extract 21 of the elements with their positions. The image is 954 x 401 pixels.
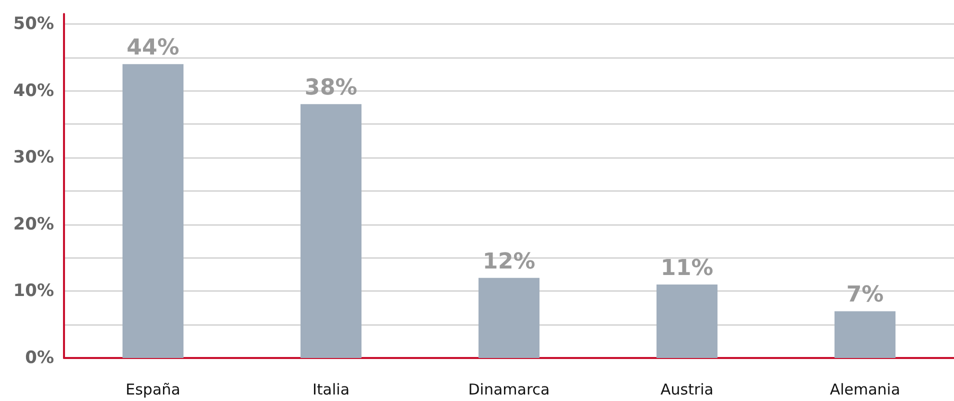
- data-label: 38%: [304, 76, 358, 101]
- data-label: 7%: [846, 282, 884, 308]
- x-tick-label: España: [126, 380, 180, 398]
- bar: [300, 104, 362, 358]
- bar: [478, 278, 540, 358]
- x-tick-label: Austria: [660, 380, 714, 398]
- data-label: 11%: [660, 256, 714, 282]
- y-tick-label: 0%: [25, 348, 54, 368]
- bar: [656, 284, 718, 358]
- data-label: 44%: [126, 36, 180, 61]
- bar: [834, 311, 896, 358]
- y-tick-label: 10%: [13, 281, 54, 302]
- x-tick-label: Alemania: [830, 380, 900, 398]
- y-tick-label: 20%: [13, 214, 54, 234]
- y-tick-label: 30%: [13, 148, 54, 168]
- y-tick-label: 40%: [13, 80, 54, 101]
- bar: [122, 64, 184, 358]
- data-label: 12%: [482, 249, 536, 274]
- x-tick-label: Dinamarca: [468, 380, 550, 398]
- y-tick-label: 50%: [13, 14, 54, 34]
- x-tick-label: Italia: [312, 380, 350, 398]
